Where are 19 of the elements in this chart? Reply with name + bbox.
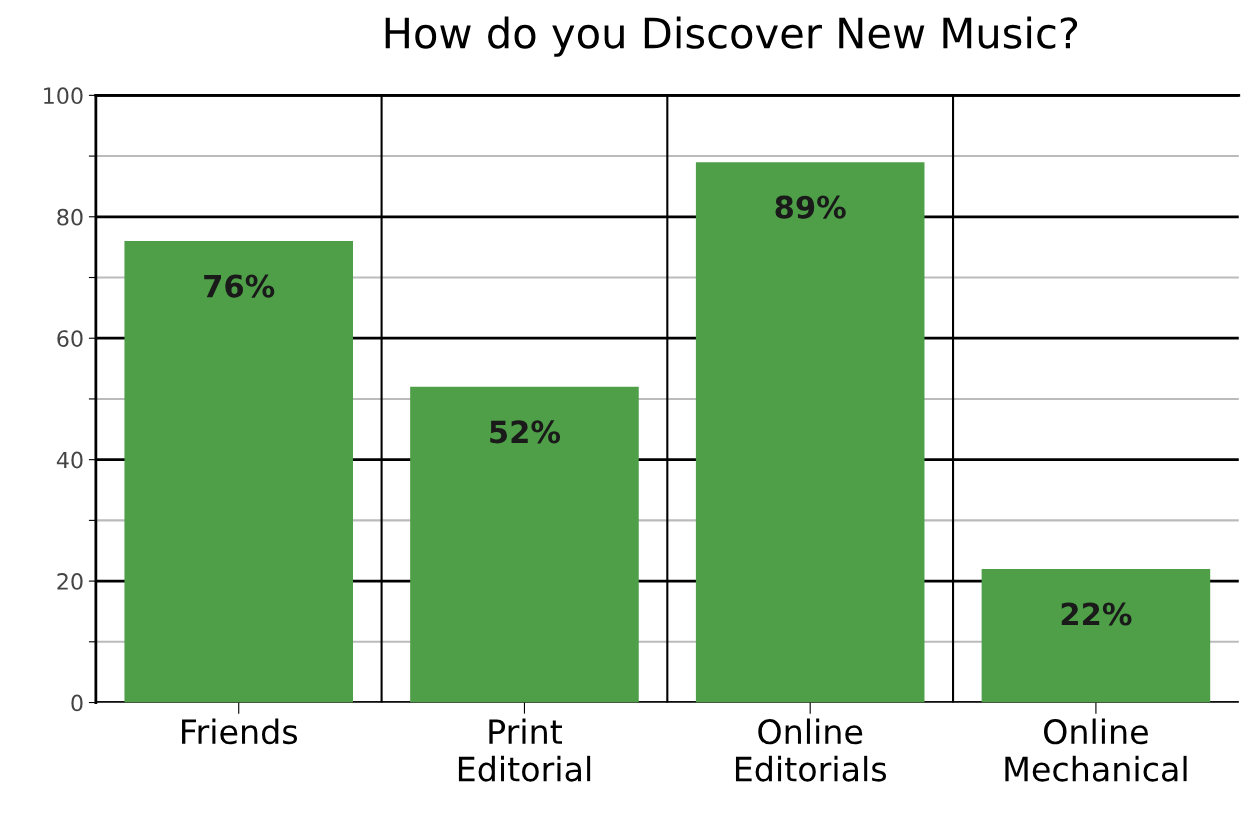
y-tick-label: 80 (57, 208, 83, 226)
data-label: 76% (204, 274, 275, 298)
x-tick-label: Print Editorial (458, 718, 591, 782)
y-tick-label: 0 (71, 694, 83, 712)
data-label: 22% (1061, 602, 1132, 626)
bar (410, 386, 639, 703)
bar (981, 568, 1211, 703)
bar (695, 162, 925, 703)
x-tick-label: Online Editorials (735, 718, 887, 782)
y-tick-label: 60 (57, 330, 83, 347)
data-label: 89% (775, 195, 846, 219)
bar (124, 241, 354, 703)
y-tick-label: 40 (56, 451, 83, 469)
x-tick-label: Friends (182, 718, 298, 745)
chart-title: How do you Discover New Music? (385, 16, 1078, 57)
x-tick-label: Online Mechanical (1005, 718, 1187, 782)
y-tick-label: 100 (44, 87, 83, 105)
data-label: 52% (490, 420, 561, 444)
y-tick-label: 20 (57, 573, 83, 590)
